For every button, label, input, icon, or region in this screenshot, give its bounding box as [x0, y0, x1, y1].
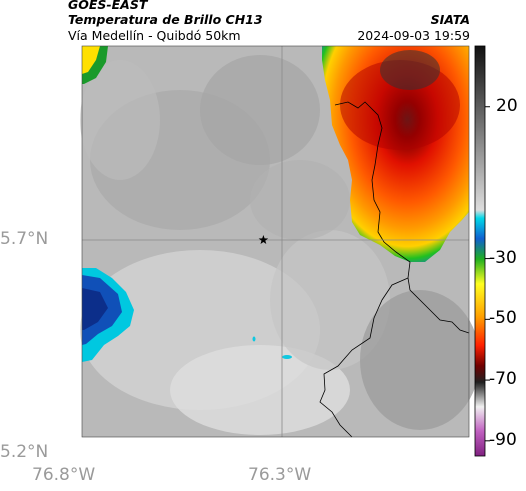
lat-tick-label: 5.7°N: [0, 229, 49, 249]
satellite-title: GOES-EAST: [68, 0, 148, 12]
source-label: SIATA: [430, 12, 470, 27]
department-border-south: [319, 277, 409, 438]
colorbar-ticks: [485, 106, 490, 442]
product-title: Temperatura de Brillo CH13: [68, 12, 263, 27]
region-subtitle: Vía Medellín - Quibdó 50km: [68, 28, 241, 43]
cold-speck: [282, 355, 292, 359]
colorbar-tick-label: -70: [489, 369, 517, 390]
colorbar-tick-label: -90: [489, 429, 517, 450]
cold-cloud-nw-core: [82, 46, 100, 74]
colorbar-tick-label: 20: [496, 95, 518, 116]
star-icon: [258, 235, 269, 244]
colorbar-tick-label: -50: [489, 308, 517, 329]
storm-top: [380, 50, 440, 90]
map-frame: [81, 45, 470, 438]
cloud-texture: [80, 55, 480, 435]
colorbar: [474, 45, 486, 457]
cold-cloud-west-inner: [82, 288, 108, 330]
cold-speck: [252, 336, 256, 342]
department-border: [334, 101, 470, 334]
lon-tick-label: 76.8°W: [32, 465, 96, 485]
lon-tick-label: 76.3°W: [248, 465, 312, 485]
colorbar-tick-label: -30: [489, 247, 517, 268]
timestamp-label: 2024-09-03 19:59: [357, 28, 470, 43]
lat-tick-label: 5.2°N: [0, 442, 49, 462]
